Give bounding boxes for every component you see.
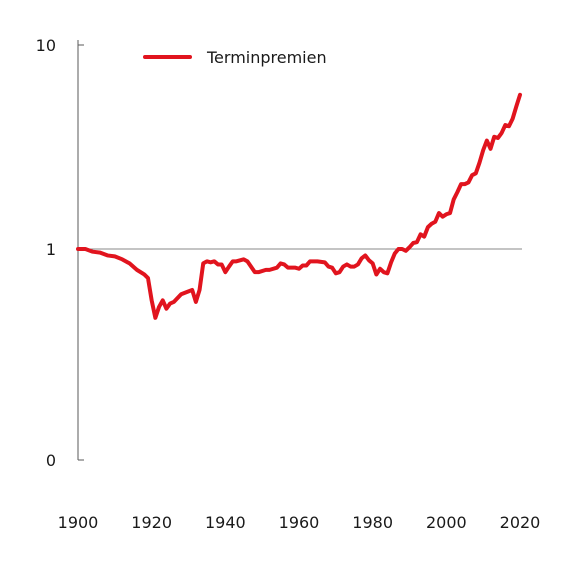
- x-tick-label: 1940: [205, 513, 246, 532]
- y-tick-labels: 0 1 10: [36, 36, 56, 470]
- axes: [77, 40, 522, 461]
- x-tick-label: 1960: [279, 513, 320, 532]
- series-line-terminpremien: [76, 92, 522, 320]
- x-tick-label: 2000: [426, 513, 467, 532]
- x-tick-label: 1920: [131, 513, 172, 532]
- y-tick-marks: [78, 44, 84, 461]
- legend: Terminpremien: [143, 48, 327, 67]
- y-tick-label: 0: [46, 451, 56, 470]
- y-tick-label: 10: [36, 36, 56, 55]
- x-tick-label: 1900: [58, 513, 99, 532]
- series-layer: [76, 92, 522, 320]
- x-tick-label: 1980: [352, 513, 393, 532]
- legend-label: Terminpremien: [206, 48, 327, 67]
- y-tick-label: 1: [46, 240, 56, 259]
- x-tick-label: 2020: [500, 513, 541, 532]
- x-tick-labels: 1900 1920 1940 1960 1980 2000 2020: [58, 513, 541, 532]
